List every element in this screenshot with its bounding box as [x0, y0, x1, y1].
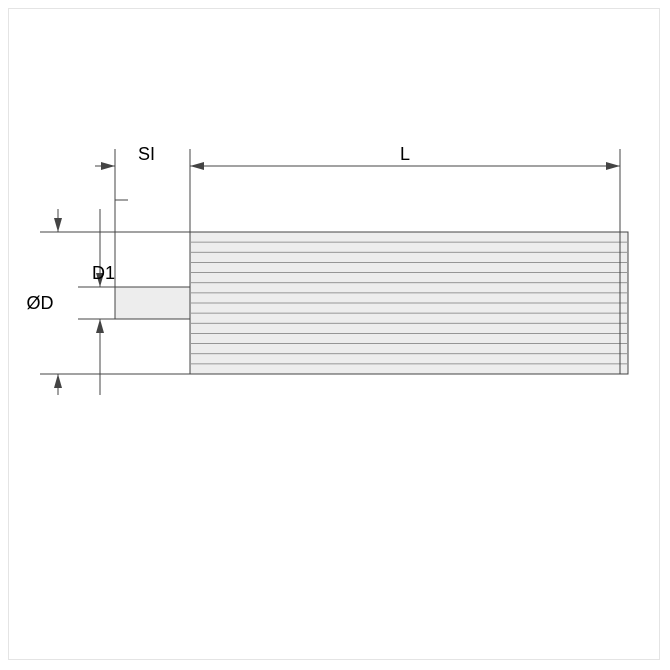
diagram-canvas: LSIØDD1	[0, 0, 670, 670]
diagram-frame	[8, 8, 660, 660]
